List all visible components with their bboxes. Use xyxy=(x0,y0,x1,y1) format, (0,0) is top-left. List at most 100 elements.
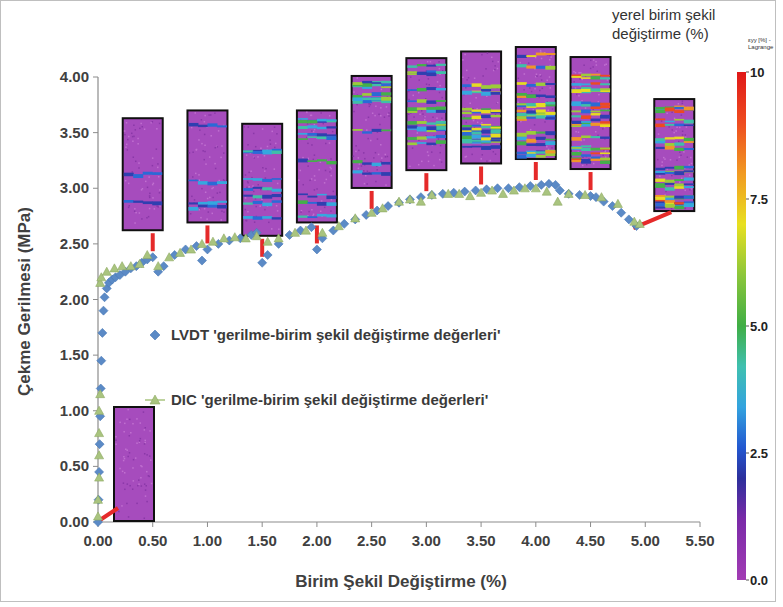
data-point xyxy=(334,222,343,230)
x-tick-label: 1.00 xyxy=(193,532,222,549)
data-point xyxy=(312,245,321,254)
data-point xyxy=(94,495,103,503)
data-point xyxy=(509,186,518,194)
snapshot-arrow xyxy=(315,225,319,243)
data-point xyxy=(581,190,590,198)
data-point xyxy=(102,267,111,275)
data-point xyxy=(444,189,453,197)
data-point xyxy=(94,495,103,504)
colorbar-tick-label: 2.5 xyxy=(750,446,768,461)
colorbar-tick-label: 10 xyxy=(750,65,764,80)
data-point xyxy=(555,186,564,195)
y-tick-label: 2.00 xyxy=(60,291,89,308)
legend-marker xyxy=(150,395,160,404)
data-point xyxy=(263,237,272,245)
data-point xyxy=(95,406,104,414)
data-point xyxy=(252,232,261,240)
colorbar xyxy=(737,72,746,580)
series-1 xyxy=(94,184,645,520)
colorbar-tick-label: 7.5 xyxy=(750,192,768,207)
data-point xyxy=(154,262,163,270)
legend-entry: LVDT 'gerilme-birim şekil değiştirme değ… xyxy=(150,326,500,343)
data-point xyxy=(95,451,104,459)
data-point xyxy=(98,328,107,337)
data-point xyxy=(498,189,507,197)
data-point xyxy=(99,306,108,315)
data-point xyxy=(291,228,300,236)
data-point xyxy=(488,186,497,194)
strain-snapshot xyxy=(113,406,155,522)
y-tick-label: 2.50 xyxy=(60,235,89,252)
x-tick xyxy=(152,522,153,527)
colorbar-subtitle: εyy [%] -Lagrange xyxy=(748,37,774,50)
data-point xyxy=(378,204,387,212)
x-tick-label: 3.50 xyxy=(466,532,495,549)
snapshot-arrow xyxy=(534,162,538,180)
chart: 0.000.501.001.502.002.503.003.504.004.50… xyxy=(0,0,783,607)
data-point xyxy=(118,262,127,270)
data-point xyxy=(395,197,404,205)
x-tick-label: 0.00 xyxy=(83,532,112,549)
strain-snapshot xyxy=(241,123,283,237)
legend-entry: DIC 'gerilme-birim şekil değiştirme değe… xyxy=(145,391,488,408)
snapshot-arrow xyxy=(633,212,671,228)
strain-snapshot xyxy=(460,50,502,164)
data-point xyxy=(263,251,272,260)
legend-label: DIC 'gerilme-birim şekil değiştirme değe… xyxy=(171,391,488,408)
x-tick xyxy=(262,522,263,527)
data-point xyxy=(477,188,486,196)
data-point xyxy=(367,208,376,216)
x-tick xyxy=(207,522,208,527)
data-point xyxy=(405,195,414,204)
data-point xyxy=(542,187,551,195)
colorbar-tick xyxy=(746,453,749,454)
x-tick-label: 2.00 xyxy=(302,532,331,549)
data-point xyxy=(564,189,573,197)
data-point xyxy=(95,440,104,449)
data-point xyxy=(95,473,104,481)
series-0 xyxy=(94,179,642,526)
snapshot-arrow xyxy=(205,225,209,243)
x-tick xyxy=(371,522,372,527)
chart-frame xyxy=(1,1,776,602)
legend-label: LVDT 'gerilme-birim şekil değiştirme değ… xyxy=(171,326,500,343)
data-point xyxy=(520,184,529,192)
strain-snapshot xyxy=(351,75,393,189)
data-point xyxy=(230,233,239,241)
y-axis-title: Çekme Gerilmesi (MPa) xyxy=(15,207,34,396)
data-point xyxy=(617,208,626,217)
y-tick xyxy=(93,355,98,356)
y-tick xyxy=(93,188,98,189)
snapshot-arrow xyxy=(589,172,593,190)
x-tick-label: 3.00 xyxy=(412,532,441,549)
data-point xyxy=(613,199,622,207)
x-tick-label: 2.50 xyxy=(357,532,386,549)
colorbar-tick-label: 5.0 xyxy=(750,319,768,334)
dic-snapshots xyxy=(100,46,695,522)
data-point xyxy=(208,237,217,245)
snapshot-arrow xyxy=(370,191,374,209)
data-point xyxy=(197,239,206,247)
y-tick-label: 3.50 xyxy=(60,124,89,141)
data-point xyxy=(241,234,250,242)
data-point xyxy=(597,193,606,201)
data-point xyxy=(100,293,109,302)
colorbar-tick xyxy=(746,580,749,581)
x-tick-label: 5.50 xyxy=(685,532,714,549)
data-point xyxy=(301,226,310,234)
data-point xyxy=(187,245,196,253)
y-tick-label: 0.00 xyxy=(60,513,89,530)
data-point xyxy=(94,512,103,520)
data-point xyxy=(143,251,152,259)
data-point xyxy=(405,195,414,203)
x-axis-title: Birim Şekil Değiştirme (%) xyxy=(295,572,507,591)
strain-snapshot xyxy=(570,56,612,170)
colorbar-tick xyxy=(746,72,749,73)
x-tick-label: 5.00 xyxy=(631,532,660,549)
y-tick-label: 1.50 xyxy=(60,346,89,363)
data-point xyxy=(427,190,436,199)
y-tick xyxy=(93,77,98,78)
strain-snapshot xyxy=(515,46,557,160)
x-tick xyxy=(590,522,591,527)
data-point xyxy=(97,356,106,365)
